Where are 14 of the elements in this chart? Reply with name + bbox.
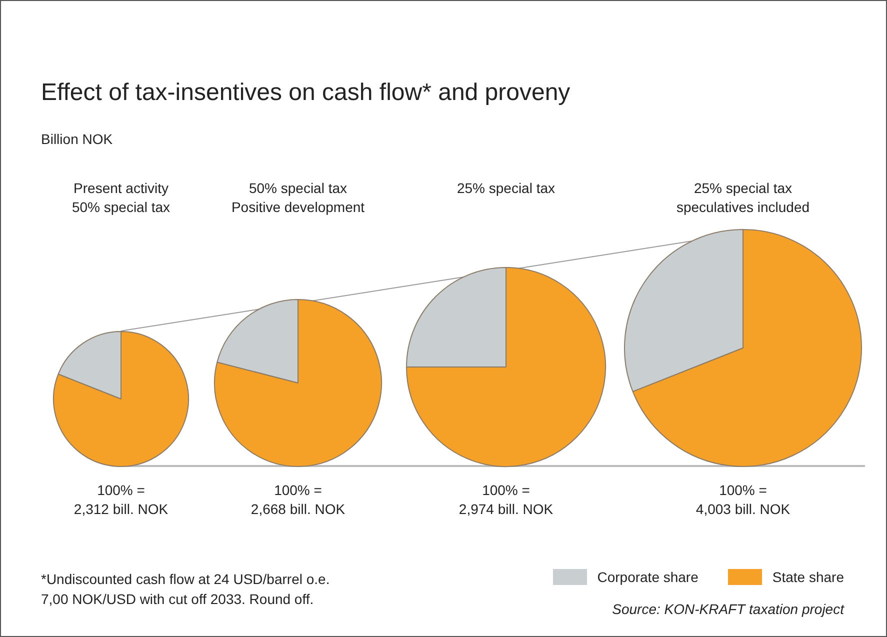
text: *Undiscounted cash flow at 24 USD/barrel o.e. 7,00 NOK/USD with cut off 2033. Round off. <box>41 570 330 609</box>
text: 100% = 2,668 bill. NOK <box>250 482 346 517</box>
text: 100% = 2,312 bill. NOK <box>74 482 168 517</box>
slice-label: 25% special tax speculatives included <box>675 179 811 217</box>
text: 100% = 4,003 bill. NOK <box>696 482 790 517</box>
source-note: Source: KON-KRAFT taxation project <box>612 601 844 617</box>
chart-subtitle: Billion NOK <box>41 131 113 147</box>
slice-label: Present activity 50% special tax <box>70 179 172 217</box>
legend-label: Corporate share <box>597 569 698 585</box>
slice-label: 25% special tax <box>456 179 556 198</box>
chart-title: Effect of tax-insentives on cash flow* and proveny <box>41 79 570 107</box>
text: 100% = 2,974 bill. NOK <box>458 482 554 517</box>
legend-label: State share <box>772 569 844 585</box>
slice-label: 50% special tax Positive development <box>230 179 366 217</box>
